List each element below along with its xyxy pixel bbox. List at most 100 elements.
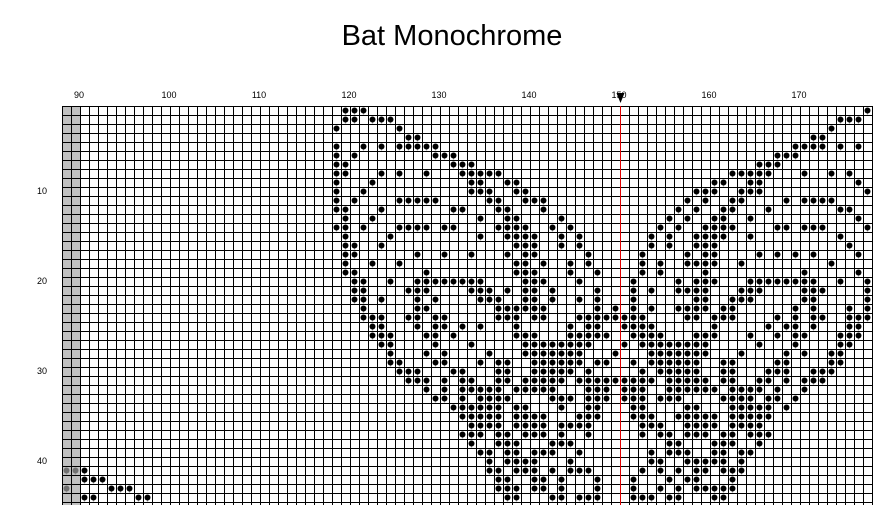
stitch <box>765 395 772 402</box>
stitch <box>693 233 700 240</box>
stitch <box>711 278 718 285</box>
stitch <box>576 422 583 429</box>
stitch <box>855 143 862 150</box>
stitch <box>441 377 448 384</box>
stitch <box>144 494 151 501</box>
stitch <box>792 143 799 150</box>
stitch <box>864 305 871 312</box>
stitch <box>792 305 799 312</box>
stitch <box>378 116 385 123</box>
stitch <box>576 314 583 321</box>
stitch <box>351 278 358 285</box>
stitch <box>657 359 664 366</box>
stitch <box>342 251 349 258</box>
stitch <box>801 287 808 294</box>
stitch <box>666 440 673 447</box>
stitch <box>468 278 475 285</box>
stitch <box>783 350 790 357</box>
stitch <box>675 359 682 366</box>
row-label: 30 <box>37 366 47 376</box>
stitch <box>675 494 682 501</box>
shaded-column <box>62 106 71 505</box>
stitch <box>441 386 448 393</box>
stitch <box>495 386 502 393</box>
stitch <box>648 458 655 465</box>
stitch <box>675 395 682 402</box>
stitch <box>711 260 718 267</box>
stitch <box>756 170 763 177</box>
stitch <box>648 377 655 384</box>
stitch <box>468 251 475 258</box>
stitch <box>702 422 709 429</box>
stitch <box>846 206 853 213</box>
stitch <box>729 305 736 312</box>
stitch <box>693 260 700 267</box>
stitch <box>360 188 367 195</box>
stitch <box>540 476 547 483</box>
stitch <box>657 260 664 267</box>
stitch <box>585 467 592 474</box>
stitch <box>801 332 808 339</box>
stitch <box>756 413 763 420</box>
stitch <box>675 206 682 213</box>
stitch <box>711 449 718 456</box>
stitch <box>468 440 475 447</box>
stitch <box>612 305 619 312</box>
stitch <box>504 440 511 447</box>
stitch <box>630 476 637 483</box>
stitch <box>828 125 835 132</box>
stitch <box>531 350 538 357</box>
stitch <box>567 332 574 339</box>
stitch <box>747 449 754 456</box>
stitch <box>693 359 700 366</box>
stitch <box>513 332 520 339</box>
stitch <box>819 143 826 150</box>
stitch <box>729 296 736 303</box>
stitch <box>387 233 394 240</box>
stitch <box>612 350 619 357</box>
stitch <box>693 242 700 249</box>
stitch <box>693 314 700 321</box>
stitch <box>513 242 520 249</box>
stitch <box>693 377 700 384</box>
stitch <box>486 422 493 429</box>
stitch <box>441 224 448 231</box>
stitch <box>792 251 799 258</box>
stitch <box>720 431 727 438</box>
stitch <box>639 323 646 330</box>
stitch <box>774 152 781 159</box>
stitch <box>450 206 457 213</box>
stitch <box>657 395 664 402</box>
stitch <box>585 368 592 375</box>
stitch <box>684 305 691 312</box>
stitch <box>342 242 349 249</box>
stitch <box>720 359 727 366</box>
stitch <box>630 278 637 285</box>
stitch <box>459 404 466 411</box>
stitch <box>396 125 403 132</box>
stitch <box>459 323 466 330</box>
stitch <box>360 224 367 231</box>
stitch <box>630 305 637 312</box>
stitch <box>396 368 403 375</box>
stitch <box>540 206 547 213</box>
stitch <box>540 260 547 267</box>
stitch <box>630 296 637 303</box>
stitch <box>648 242 655 249</box>
stitch <box>639 341 646 348</box>
stitch <box>855 116 862 123</box>
stitch <box>585 422 592 429</box>
stitch <box>477 278 484 285</box>
stitch <box>666 341 673 348</box>
stitch <box>333 161 340 168</box>
stitch <box>666 386 673 393</box>
stitch <box>693 341 700 348</box>
stitch <box>702 260 709 267</box>
stitch <box>369 179 376 186</box>
stitch <box>396 260 403 267</box>
stitch <box>729 431 736 438</box>
stitch <box>576 413 583 420</box>
stitch <box>594 494 601 501</box>
stitch <box>693 296 700 303</box>
